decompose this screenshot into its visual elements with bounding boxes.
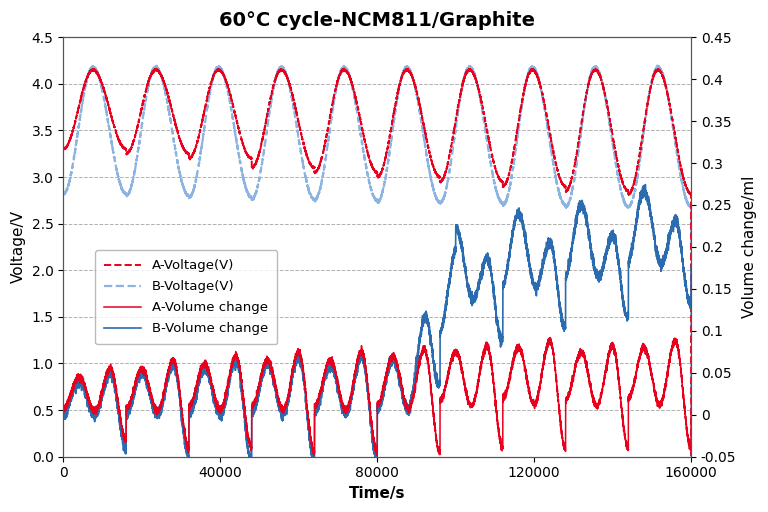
X-axis label: Time/s: Time/s [349,486,406,501]
A-Voltage(V) [84,69,94,75]
A-Volume change [59,405,68,411]
A-Voltage(V) [59,145,68,152]
B-Volume change [59,411,68,417]
B-Volume change [84,401,94,408]
A-Voltage(V) [61,144,71,151]
B-Voltage(V) [182,191,191,198]
A-Voltage(V) [687,453,696,459]
A-Voltage(V) [366,159,375,165]
A-Volume change [546,334,555,340]
A-Voltage(V) [654,67,663,73]
B-Volume change [61,408,71,414]
B-Volume change [654,255,663,262]
B-Voltage(V) [654,64,663,70]
B-Volume change [182,449,191,455]
B-Volume change [687,264,696,270]
A-Voltage(V) [182,150,191,156]
Y-axis label: Voltage/V: Voltage/V [11,210,26,284]
B-Volume change [641,181,650,187]
B-Volume change [247,464,256,470]
Title: 60°C cycle-NCM811/Graphite: 60°C cycle-NCM811/Graphite [219,11,535,30]
B-Voltage(V) [653,62,662,69]
A-Volume change [366,408,375,414]
B-Voltage(V) [61,188,71,194]
Line: B-Volume change: B-Volume change [64,184,691,467]
Line: B-Voltage(V): B-Voltage(V) [64,66,691,457]
A-Voltage(V) [96,78,105,84]
A-Volume change [687,410,696,416]
B-Volume change [366,419,375,425]
B-Volume change [96,403,105,409]
B-Voltage(V) [96,81,105,88]
A-Volume change [61,402,71,409]
A-Volume change [372,452,382,458]
Line: A-Voltage(V): A-Voltage(V) [64,69,691,456]
B-Voltage(V) [59,191,68,197]
A-Volume change [84,401,94,408]
B-Voltage(V) [84,69,94,75]
B-Voltage(V) [366,183,375,189]
A-Volume change [654,399,663,406]
A-Volume change [182,441,191,447]
B-Voltage(V) [687,454,696,460]
A-Volume change [96,393,105,399]
Legend: A-Voltage(V), B-Voltage(V), A-Volume change, B-Volume change: A-Voltage(V), B-Voltage(V), A-Volume cha… [95,250,277,345]
Y-axis label: Volume change/ml: Volume change/ml [742,176,757,318]
A-Voltage(V) [339,66,349,72]
Line: A-Volume change: A-Volume change [64,337,691,455]
